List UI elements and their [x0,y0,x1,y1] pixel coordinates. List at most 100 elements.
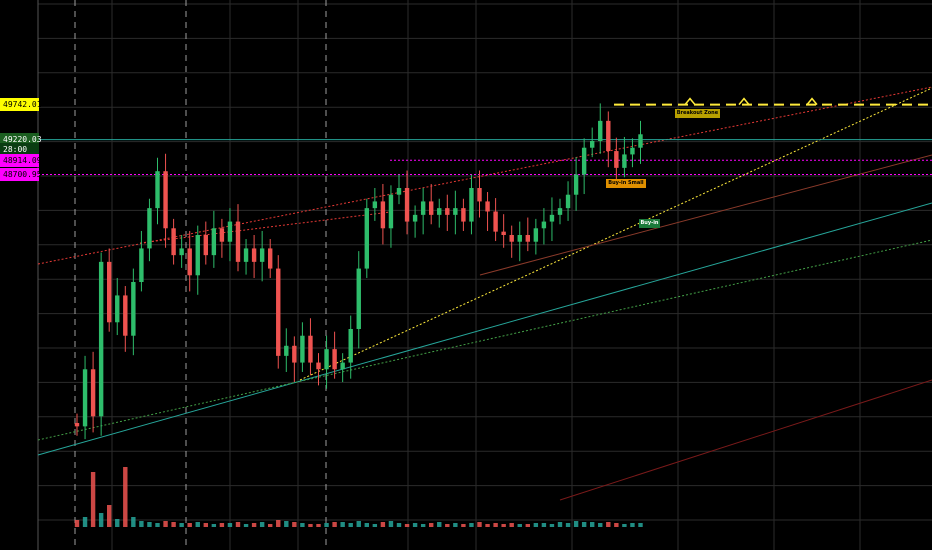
volume-bar [340,522,345,527]
candle-body [509,235,514,242]
candle-body [533,228,539,242]
breakout-zone-label[interactable]: Breakout Zone [674,108,721,118]
volume-bar [565,523,571,527]
candle-body [98,261,104,417]
candle-body [372,201,378,209]
volume-bar [557,522,563,527]
candle-body [90,369,96,417]
candle-body [388,194,394,229]
candle-body [276,268,281,356]
price-tag-magenta-upper: 48914.09 [0,153,42,167]
volume-bar [147,522,152,527]
candle-body [115,295,120,323]
volume-bar [139,521,144,527]
volume-bar [420,524,426,527]
candle-body [155,171,160,209]
candle-body [195,235,200,276]
candle-body [565,194,571,209]
candle-body [227,221,233,242]
candle-body [107,261,112,323]
candle-body [251,248,257,262]
candle-body [525,235,530,242]
volume-bar [364,523,369,527]
volume-bar [115,519,120,527]
candle-body [219,228,225,242]
candle-body [622,154,627,168]
volume-bar [525,524,530,527]
volume-bar [429,523,434,527]
breakout-chevron [684,97,696,106]
volume-bar [187,523,192,527]
volume-bar [622,524,627,527]
volume-bar [235,522,241,527]
volume-bar [356,521,361,527]
candle-body [485,201,490,212]
volume-bar [493,523,498,527]
volume-bar [292,522,297,527]
volume-bar [606,522,611,527]
candle-body [348,329,353,363]
buy-in-small-label[interactable]: Buy-in Small [606,178,646,188]
volume-bar [123,467,128,527]
candle-body [187,248,192,276]
candle-body [412,214,418,222]
candle-body [324,349,329,370]
price-tag-current: 49220.03 [0,133,42,147]
volume-bar [517,524,522,527]
candle-body [453,208,458,215]
volume-bar [107,505,112,527]
countdown-tag: 28:00 [0,143,39,157]
candle-body [638,134,643,148]
candle-body [573,174,579,195]
candle-body [541,221,547,229]
price-tag-magenta-lower: 48700.95 [0,168,42,181]
volume-bar [541,523,547,527]
volume-bar [469,523,474,527]
candle-body [284,345,289,356]
candle-body [404,188,410,222]
volume-bar [131,517,136,527]
volume-bar [412,523,418,527]
candle-body [549,214,555,222]
volume-bar [90,472,96,527]
candle-body [429,201,434,215]
support-line-dotted [37,239,932,441]
volume-bar [549,524,555,527]
volume-bar [276,520,281,527]
volume-bar [179,523,184,527]
candle-body [598,120,603,141]
candle-body [82,369,88,427]
volume-bar [485,524,490,527]
volume-bar [614,523,619,527]
candle-body [131,282,136,336]
candle-body [380,201,386,229]
volume-bar [259,522,265,527]
volume-bar [581,522,587,527]
candle-body [243,248,249,262]
buy-in-label[interactable]: Buy-in [638,218,661,228]
volume-bar [268,524,273,527]
volume-bar [453,523,458,527]
candle-body [308,335,313,363]
volume-bar [388,521,394,527]
volume-bar [638,523,643,527]
volume-bar [533,523,539,527]
candle-body [259,248,265,262]
candle-body [163,171,168,229]
candle-body [517,235,522,242]
candle-body [420,201,426,215]
candle-body [74,423,80,427]
volume-bar [332,522,337,527]
volume-bar [203,523,208,527]
candle-body [590,141,595,148]
candle-body [235,221,241,262]
volume-bar [300,523,305,527]
candle-body [123,295,128,336]
volume-bar [509,523,514,527]
candle-body [501,231,506,235]
volume-bar [348,523,353,527]
candle-body [445,208,450,215]
volume-bar [501,524,506,527]
